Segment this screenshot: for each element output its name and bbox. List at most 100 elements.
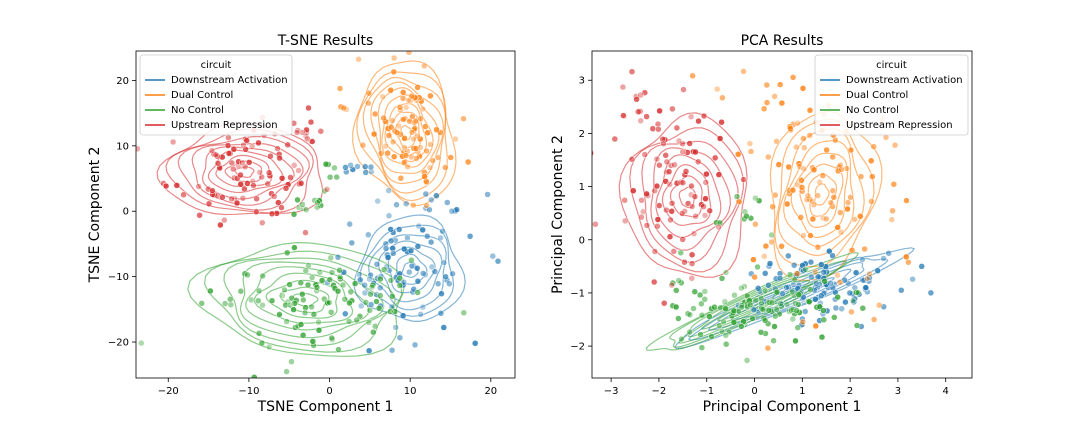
- legend-entry: Dual Control: [171, 90, 233, 101]
- data-point-dual-control: [427, 92, 434, 100]
- data-point-no-control: [677, 249, 685, 257]
- data-point-no-control: [351, 280, 359, 287]
- data-point-upstream-repression: [700, 203, 707, 210]
- data-point-dual-control: [822, 215, 830, 223]
- data-point-no-control: [768, 299, 776, 306]
- data-point-dual-control: [807, 232, 814, 239]
- data-point-no-control: [297, 279, 305, 287]
- data-point-dual-control: [397, 174, 405, 182]
- data-point-dual-control: [380, 114, 387, 122]
- data-point-no-control: [768, 231, 775, 239]
- data-point-upstream-repression: [299, 129, 306, 136]
- data-point-no-control: [326, 276, 334, 283]
- data-point-no-control: [706, 313, 713, 320]
- data-point-no-control: [339, 281, 347, 289]
- data-point-upstream-repression: [239, 195, 247, 202]
- data-point-dual-control: [421, 62, 428, 70]
- data-point-upstream-repression: [278, 204, 285, 211]
- data-point-no-control: [746, 301, 754, 309]
- data-point-no-control: [315, 327, 323, 334]
- data-point-no-control: [302, 206, 310, 213]
- data-point-downstream-activation: [427, 238, 435, 246]
- data-point-dual-control: [787, 125, 794, 132]
- data-point-upstream-repression: [268, 210, 276, 218]
- data-point-no-control: [741, 283, 748, 290]
- data-point-dual-control: [775, 161, 783, 168]
- data-point-upstream-repression: [668, 208, 675, 215]
- data-point-no-control: [721, 298, 729, 305]
- legend-entry: No Control: [846, 105, 899, 116]
- data-point-upstream-repression: [649, 125, 657, 132]
- data-point-dual-control: [399, 89, 407, 96]
- data-point-dual-control: [387, 123, 395, 131]
- data-point-downstream-activation: [909, 275, 916, 283]
- data-point-downstream-activation: [453, 206, 460, 213]
- data-point-upstream-repression: [196, 212, 203, 219]
- contour-upstream-repression: [678, 186, 696, 209]
- data-point-no-control: [821, 278, 828, 285]
- y-tick-label: 1: [579, 182, 585, 193]
- data-point-downstream-activation: [444, 199, 451, 206]
- data-point-upstream-repression: [666, 181, 673, 188]
- data-point-upstream-repression: [668, 281, 676, 289]
- data-point-no-control: [337, 275, 344, 283]
- data-point-dual-control: [891, 141, 899, 149]
- data-point-downstream-activation: [387, 226, 394, 233]
- data-point-no-control: [831, 314, 838, 321]
- data-point-no-control: [314, 199, 321, 206]
- data-point-dual-control: [810, 166, 818, 174]
- data-point-upstream-repression: [688, 203, 696, 210]
- data-point-upstream-repression: [259, 219, 266, 227]
- data-point-no-control: [276, 311, 283, 318]
- data-point-downstream-activation: [761, 270, 769, 277]
- data-point-upstream-repression: [225, 150, 233, 157]
- data-point-dual-control: [857, 213, 864, 220]
- data-point-no-control: [414, 289, 421, 296]
- data-point-no-control: [387, 308, 394, 315]
- data-point-downstream-activation: [361, 163, 369, 170]
- data-point-dual-control: [889, 207, 896, 215]
- data-point-dual-control: [423, 147, 430, 155]
- data-point-dual-control: [423, 202, 430, 209]
- data-point-no-control: [786, 271, 794, 278]
- data-point-no-control: [255, 287, 263, 295]
- data-point-dual-control: [844, 199, 852, 206]
- contour-upstream-repression: [234, 166, 255, 179]
- data-point-dual-control: [902, 253, 910, 261]
- data-point-no-control: [308, 274, 316, 281]
- contour-no-control: [245, 266, 370, 331]
- data-point-downstream-activation: [385, 187, 392, 194]
- data-point-dual-control: [365, 89, 373, 97]
- data-point-downstream-activation: [366, 275, 373, 283]
- data-point-upstream-repression: [740, 176, 747, 183]
- data-point-dual-control: [809, 215, 817, 223]
- data-point-dual-control: [768, 238, 775, 246]
- data-point-upstream-repression: [668, 200, 676, 207]
- data-point-downstream-activation: [392, 324, 399, 331]
- data-point-upstream-repression: [656, 107, 663, 115]
- data-point-dual-control: [794, 119, 801, 127]
- y-tick-label: −1: [570, 288, 585, 299]
- data-point-no-control: [370, 328, 377, 336]
- data-point-upstream-repression: [681, 258, 688, 266]
- data-point-dual-control: [812, 322, 820, 330]
- data-point-no-control: [806, 298, 813, 306]
- data-point-dual-control: [429, 157, 436, 164]
- data-point-upstream-repression: [679, 140, 686, 147]
- data-point-dual-control: [434, 154, 442, 161]
- data-point-upstream-repression: [688, 260, 696, 267]
- contour-no-control: [687, 279, 811, 338]
- data-point-upstream-repression: [293, 129, 301, 136]
- data-point-upstream-repression: [706, 207, 713, 215]
- data-point-no-control: [336, 267, 343, 274]
- data-point-no-control: [691, 288, 699, 295]
- data-point-downstream-activation: [438, 290, 445, 297]
- data-point-no-control: [345, 318, 353, 325]
- data-point-dual-control: [359, 141, 367, 149]
- data-point-downstream-activation: [440, 259, 448, 266]
- data-point-no-control: [743, 212, 750, 220]
- data-point-dual-control: [389, 138, 397, 146]
- y-tick-label: 0: [579, 235, 585, 246]
- data-point-downstream-activation: [399, 312, 407, 319]
- data-point-dual-control: [382, 142, 389, 150]
